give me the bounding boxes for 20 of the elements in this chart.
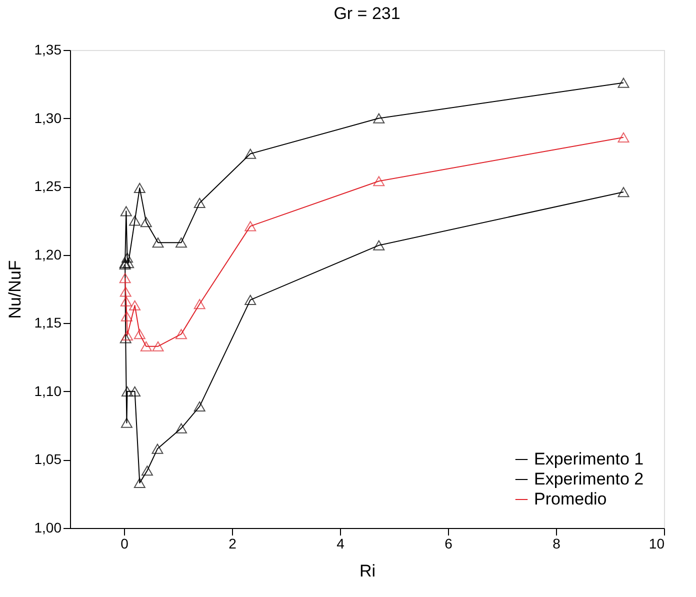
x-tick-label: 4 — [336, 536, 345, 552]
legend-label: Experimento 1 — [534, 450, 644, 468]
x-tick-label: 10 — [648, 536, 665, 552]
x-tick-label: 0 — [120, 536, 129, 552]
y-tick-label: 1,15 — [34, 314, 62, 331]
y-axis-title: Nu/NuF — [5, 260, 24, 319]
x-tick-label: 6 — [444, 536, 453, 552]
legend-label: Promedio — [534, 490, 607, 508]
x-axis-title: Ri — [359, 562, 376, 580]
x-tick-label: 2 — [228, 536, 237, 552]
x-tick-label: 8 — [552, 536, 561, 552]
legend-label: Experimento 2 — [534, 470, 644, 488]
y-tick-label: 1,25 — [34, 178, 62, 194]
chart-title: Gr = 231 — [334, 4, 400, 23]
y-tick-label: 1,00 — [34, 520, 62, 536]
y-tick-label: 1,30 — [34, 110, 62, 126]
y-tick-label: 1,10 — [34, 382, 62, 399]
y-tick-label: 1,35 — [34, 42, 62, 58]
y-tick-label: 1,20 — [34, 246, 62, 262]
y-tick-label: 1,05 — [34, 451, 62, 468]
